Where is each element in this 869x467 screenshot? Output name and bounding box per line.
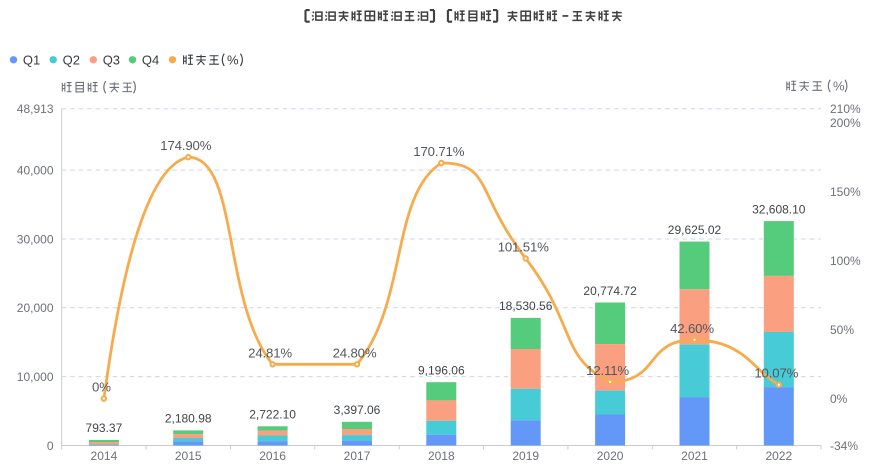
- svg-text:0%: 0%: [830, 392, 848, 406]
- svg-text:2016: 2016: [259, 449, 286, 463]
- svg-text:50%: 50%: [830, 323, 854, 337]
- svg-text:32,608.10: 32,608.10: [752, 202, 806, 216]
- svg-text:12.11%: 12.11%: [586, 363, 629, 378]
- svg-text:24.81%: 24.81%: [248, 345, 292, 360]
- svg-text:2015: 2015: [175, 449, 202, 463]
- svg-text:2019: 2019: [512, 449, 539, 463]
- svg-text:793.37: 793.37: [86, 421, 123, 435]
- svg-text:2020: 2020: [597, 449, 624, 463]
- svg-text:0%: 0%: [92, 380, 111, 395]
- svg-text:2,180.98: 2,180.98: [165, 412, 212, 426]
- svg-text:3,397.06: 3,397.06: [334, 403, 381, 417]
- svg-text:170.71%: 170.71%: [413, 144, 464, 159]
- svg-text:0: 0: [47, 439, 54, 453]
- svg-text:10,000: 10,000: [17, 370, 54, 384]
- svg-text:150%: 150%: [830, 185, 861, 199]
- svg-text:101.51%: 101.51%: [498, 240, 549, 255]
- svg-text:2018: 2018: [428, 449, 455, 463]
- svg-text:Q2: Q2: [63, 52, 80, 67]
- svg-text:2022: 2022: [765, 449, 792, 463]
- svg-text:Q1: Q1: [23, 52, 40, 67]
- svg-text:20,774.72: 20,774.72: [583, 284, 637, 298]
- svg-text:2014: 2014: [91, 449, 118, 463]
- svg-text:20,000: 20,000: [17, 301, 54, 315]
- svg-text:%: %: [227, 52, 239, 67]
- svg-text:30,000: 30,000: [17, 232, 54, 246]
- svg-text:10.07%: 10.07%: [754, 366, 798, 381]
- svg-text:2021: 2021: [681, 449, 708, 463]
- svg-text:100%: 100%: [830, 254, 861, 268]
- svg-text:Q3: Q3: [103, 52, 120, 67]
- svg-text:2017: 2017: [344, 449, 371, 463]
- svg-text:200%: 200%: [830, 116, 861, 130]
- svg-text:174.90%: 174.90%: [160, 138, 211, 153]
- svg-text:18,530.56: 18,530.56: [499, 299, 553, 313]
- svg-text:42.60%: 42.60%: [670, 321, 714, 336]
- svg-text:48,913: 48,913: [17, 102, 54, 116]
- svg-text:Q4: Q4: [142, 52, 159, 67]
- svg-text:%: %: [833, 79, 845, 94]
- svg-text:210%: 210%: [830, 102, 861, 116]
- svg-text:24.80%: 24.80%: [333, 345, 377, 360]
- svg-text:2,722.10: 2,722.10: [249, 408, 296, 422]
- svg-text:-34%: -34%: [830, 439, 858, 453]
- svg-text:9,196.06: 9,196.06: [418, 364, 465, 378]
- svg-text:40,000: 40,000: [17, 163, 54, 177]
- svg-text:29,625.02: 29,625.02: [668, 223, 722, 237]
